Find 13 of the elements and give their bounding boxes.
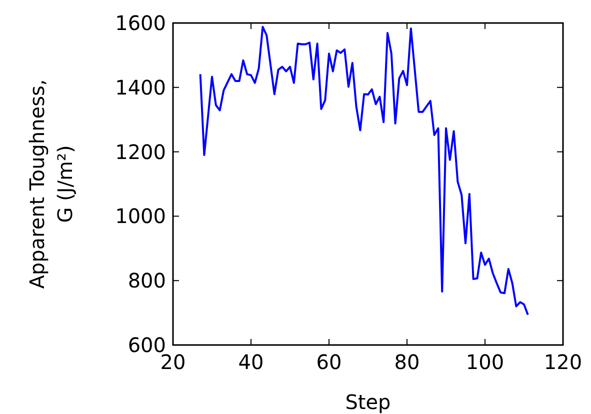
x-tick-label: 120 — [544, 350, 582, 374]
x-tick-label: 100 — [466, 350, 504, 374]
x-tick-label: 80 — [394, 350, 420, 374]
y-tick-label: 1200 — [115, 140, 166, 164]
y-axis-title: Apparent Toughness, G (J/m²) — [25, 79, 77, 289]
y-tick-label: 1400 — [115, 75, 166, 100]
line-series — [199, 26, 529, 316]
x-axis-title: Step — [345, 390, 391, 414]
y-tick-label: 1600 — [115, 11, 166, 35]
x-tick-label: 40 — [238, 350, 264, 374]
y-tick-label: 1000 — [115, 204, 166, 228]
y-tick-label: 800 — [128, 268, 166, 293]
x-tick-label: 60 — [316, 350, 342, 374]
